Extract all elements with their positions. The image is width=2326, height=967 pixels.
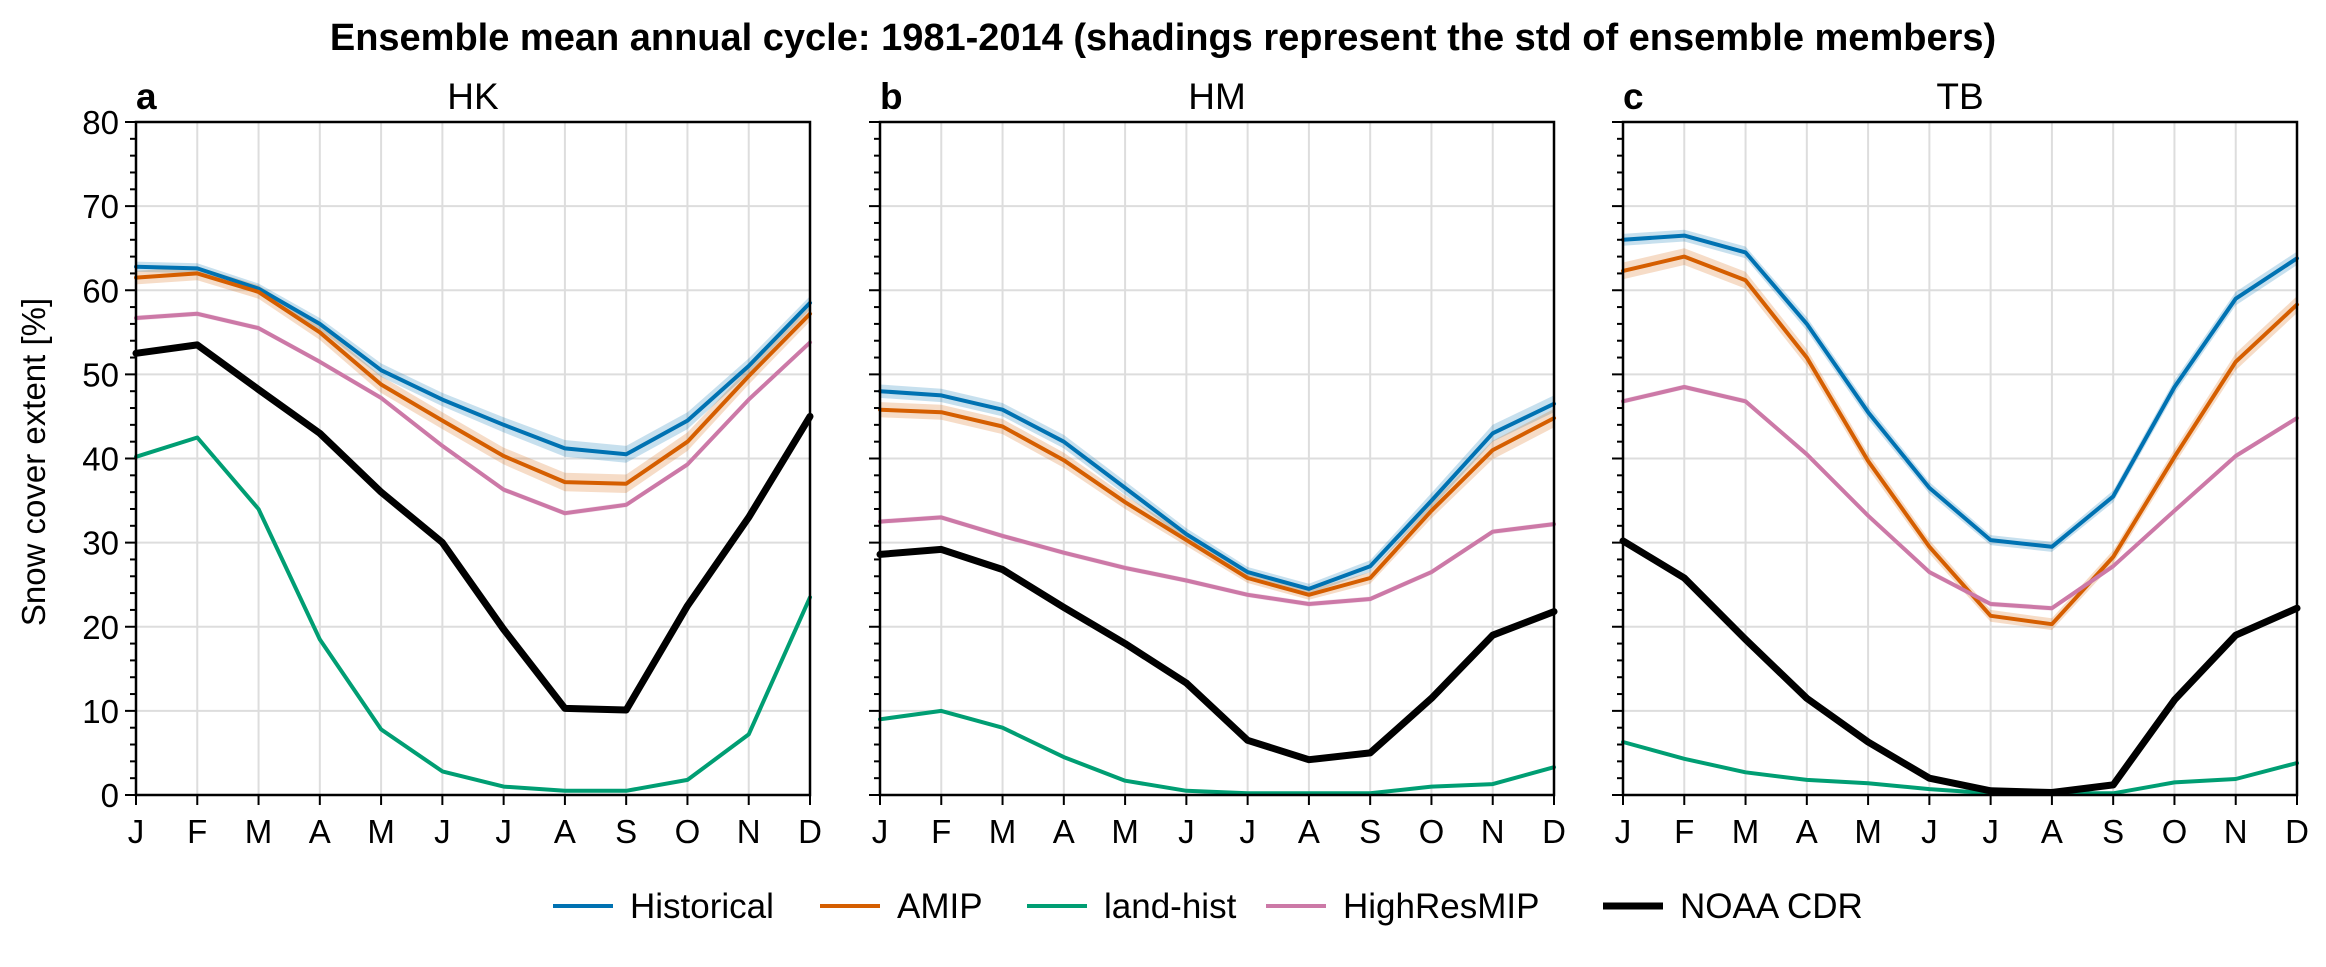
- x-tick-label: J: [128, 813, 145, 850]
- series-line-land-hist: [1621, 740, 2299, 796]
- x-tick-label: A: [309, 813, 331, 850]
- panel-title: HM: [1188, 76, 1246, 117]
- std-band-amip: [1623, 248, 2297, 631]
- x-tick-label: O: [2162, 813, 2188, 850]
- x-tick-label: N: [737, 813, 761, 850]
- series-line-amip: [134, 271, 812, 486]
- x-tick-label: D: [798, 813, 822, 850]
- x-tick-label: F: [1674, 813, 1694, 850]
- x-tick-label: S: [1359, 813, 1381, 850]
- x-tick-label: A: [1298, 813, 1320, 850]
- series-line-highresmip: [134, 311, 812, 516]
- y-tick-label: 60: [82, 272, 119, 309]
- x-tick-label: M: [989, 813, 1017, 850]
- x-tick-label: M: [1854, 813, 1882, 850]
- series-line-highresmip: [878, 515, 1556, 606]
- x-tick-label: M: [245, 813, 273, 850]
- series-line-historical: [878, 389, 1556, 591]
- x-tick-label: J: [1178, 813, 1195, 850]
- x-tick-label: M: [1111, 813, 1139, 850]
- x-tick-label: A: [1053, 813, 1075, 850]
- x-tick-label: F: [931, 813, 951, 850]
- x-tick-label: S: [2102, 813, 2124, 850]
- legend-label: Historical: [630, 887, 774, 926]
- legend-label: HighResMIP: [1343, 887, 1539, 926]
- x-tick-label: J: [1615, 813, 1632, 850]
- std-band-historical: [136, 261, 810, 463]
- legend-item-noaa-cdr: NOAA CDR: [1603, 887, 1863, 926]
- series-line-historical: [1621, 233, 2299, 549]
- x-tick-label: J: [1239, 813, 1256, 850]
- y-tick-label: 10: [82, 693, 119, 730]
- x-tick-label: N: [2224, 813, 2248, 850]
- legend: Historical AMIP land-hist HighResMIP NOAA CD…: [553, 887, 1863, 926]
- legend-item-land-hist: land-hist: [1027, 887, 1237, 926]
- y-tick-label: 30: [82, 525, 119, 562]
- y-tick-label: 80: [82, 104, 119, 141]
- series-line-amip: [1621, 254, 2299, 627]
- x-tick-label: J: [495, 813, 512, 850]
- legend-item-historical: Historical: [553, 887, 774, 926]
- x-tick-label: F: [187, 813, 207, 850]
- figure-title: Ensemble mean annual cycle: 1981-2014 (s…: [330, 17, 1996, 59]
- legend-label: NOAA CDR: [1680, 887, 1863, 926]
- x-tick-label: S: [615, 813, 637, 850]
- x-tick-label: O: [1419, 813, 1445, 850]
- x-tick-label: J: [434, 813, 451, 850]
- y-tick-label: 0: [101, 777, 119, 814]
- x-tick-label: J: [872, 813, 889, 850]
- series-line-noaa-cdr: [876, 545, 1558, 764]
- x-tick-label: A: [1796, 813, 1818, 850]
- x-tick-label: J: [1982, 813, 1999, 850]
- series-line-noaa-cdr: [1619, 537, 2301, 796]
- panel-title: HK: [447, 76, 499, 117]
- legend-label: land-hist: [1104, 887, 1237, 926]
- panel-letter: a: [136, 76, 157, 117]
- y-tick-label: 20: [82, 609, 119, 646]
- panel-letter: c: [1623, 76, 1644, 117]
- series-line-land-hist: [134, 435, 812, 793]
- legend-item-amip: AMIP: [820, 887, 983, 926]
- std-band-amip: [880, 402, 1554, 600]
- series-line-historical: [134, 264, 812, 457]
- y-tick-label: 50: [82, 356, 119, 393]
- series-line-amip: [878, 407, 1556, 597]
- legend-item-highresmip: HighResMIP: [1266, 887, 1539, 926]
- x-tick-label: M: [367, 813, 395, 850]
- panel-letter: b: [880, 76, 903, 117]
- y-axis-label: Snow cover extent [%]: [15, 298, 52, 626]
- x-tick-label: D: [1542, 813, 1566, 850]
- x-tick-label: J: [1921, 813, 1938, 850]
- y-tick-label: 70: [82, 188, 119, 225]
- series-line-noaa-cdr: [132, 341, 814, 714]
- x-tick-label: M: [1732, 813, 1760, 850]
- x-tick-label: N: [1481, 813, 1505, 850]
- y-tick-label: 40: [82, 441, 119, 478]
- series-line-land-hist: [878, 708, 1556, 796]
- panel-title: TB: [1936, 76, 1983, 117]
- x-tick-label: D: [2285, 813, 2309, 850]
- std-band-historical: [880, 384, 1554, 594]
- x-tick-label: A: [554, 813, 576, 850]
- legend-label: AMIP: [897, 887, 983, 926]
- x-tick-label: O: [675, 813, 701, 850]
- series-line-highresmip: [1621, 385, 2299, 611]
- x-tick-label: A: [2041, 813, 2063, 850]
